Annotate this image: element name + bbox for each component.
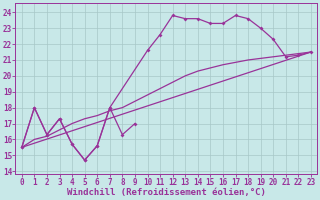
- X-axis label: Windchill (Refroidissement éolien,°C): Windchill (Refroidissement éolien,°C): [67, 188, 266, 197]
